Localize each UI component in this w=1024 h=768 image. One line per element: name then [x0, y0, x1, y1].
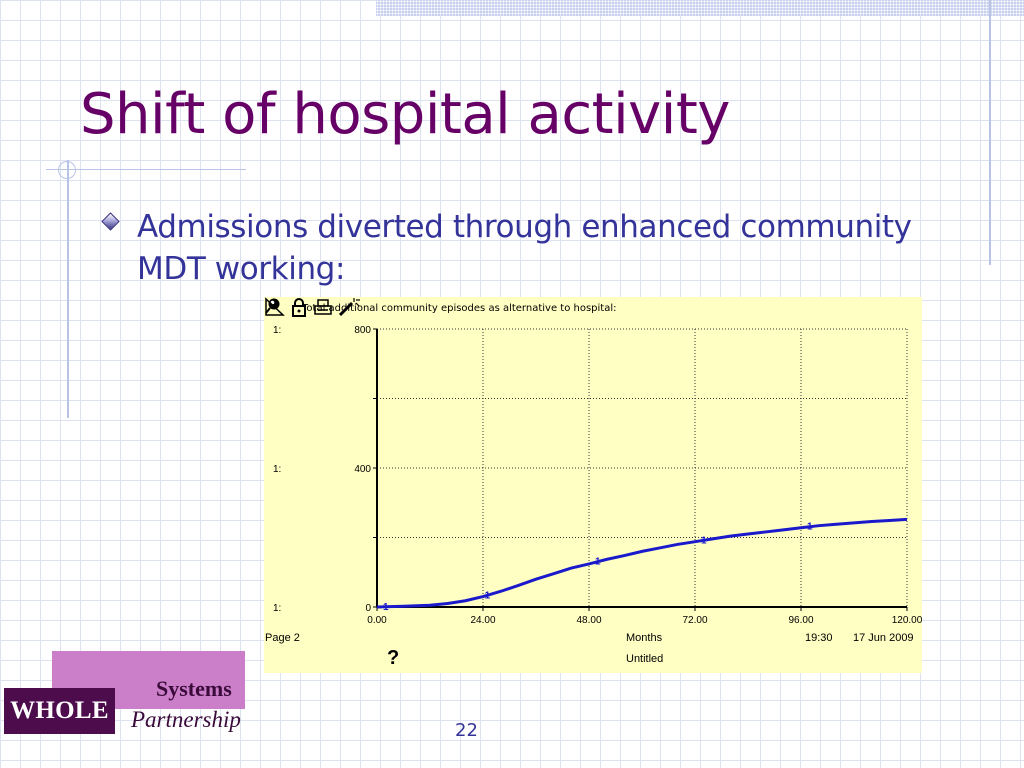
- series-marker-label: 1: [595, 557, 601, 568]
- y-tick-label: 400: [354, 464, 371, 475]
- chart-title: Total additional community episodes as a…: [302, 303, 617, 314]
- series-marker-label: 1: [807, 522, 813, 533]
- question-icon[interactable]: ?: [387, 647, 400, 669]
- series-line: [376, 517, 908, 609]
- y-series-prefix-label: 1:: [273, 603, 281, 614]
- slide-title: Shift of hospital activity: [80, 82, 730, 147]
- magic-wand-icon[interactable]: [338, 297, 360, 317]
- series-marker-label: 1: [485, 590, 491, 601]
- logo-whole-text: WHOLE: [10, 697, 109, 724]
- series-marker-label: 1: [701, 535, 707, 546]
- logo-partnership-text: Partnership: [131, 707, 241, 732]
- lock-icon[interactable]: [291, 297, 307, 317]
- x-tick-label: 48.00: [576, 615, 601, 626]
- line-chart: 0.00 24.00 48.00 72.00 96.00 120.00 0 1: 400 1: 80…: [273, 325, 922, 626]
- triangle-icon[interactable]: [265, 297, 285, 317]
- date-label: 17 Jun 2009: [853, 632, 914, 644]
- x-tick-label: 24.00: [470, 615, 495, 626]
- page-number: 22: [455, 720, 478, 741]
- top-decorative-band: [376, 0, 1024, 16]
- right-decorative-line: [989, 0, 991, 265]
- x-tick-label: 72.00: [682, 615, 707, 626]
- left-decorative-line: [67, 160, 69, 418]
- series-marker-label: 1: [383, 602, 389, 613]
- y-tick-label: 0: [365, 603, 371, 614]
- printer-icon[interactable]: [314, 297, 332, 317]
- untitled-label: Untitled: [626, 653, 664, 665]
- logo-whole-box: WHOLE: [4, 688, 115, 734]
- x-tick-label: 0.00: [367, 615, 387, 626]
- y-series-prefix-label: 1:: [273, 464, 281, 475]
- page-label: Page 2: [265, 632, 300, 644]
- logo-systems-text: Systems: [156, 676, 232, 701]
- y-tick-label: 800: [354, 325, 371, 336]
- y-series-prefix-label: 1:: [273, 325, 281, 336]
- chart-panel: Total additional community episodes as a…: [264, 297, 922, 673]
- time-label: 19:30: [805, 632, 833, 644]
- x-axis-label: Months: [626, 632, 663, 644]
- x-tick-label: 120.00: [892, 615, 922, 626]
- crosshair-decoration: [58, 161, 76, 179]
- x-tick-label: 96.00: [788, 615, 813, 626]
- diamond-bullet-icon: [101, 212, 120, 231]
- bullet-text: Admissions diverted through enhanced com…: [137, 209, 912, 287]
- title-underline-decoration: [46, 169, 246, 170]
